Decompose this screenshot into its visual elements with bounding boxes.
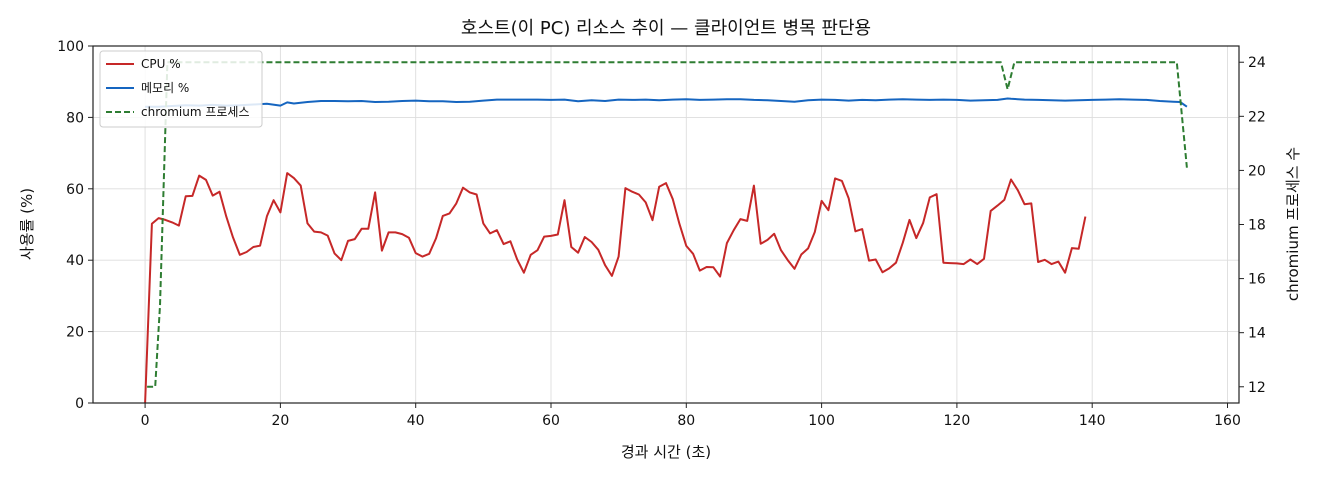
y-right-tick-label: 14 (1248, 326, 1266, 342)
chart-title: 호스트(이 PC) 리소스 추이 — 클라이언트 병목 판단용 (461, 18, 871, 39)
y-tick-label: 100 (57, 39, 84, 55)
x-tick-label: 40 (407, 413, 425, 429)
x-tick-label: 60 (542, 413, 560, 429)
series-line-memory (145, 97, 1188, 108)
y-tick-label: 80 (66, 110, 84, 126)
x-axis-ticks: 0 20 40 60 80 100 120 140 160 (141, 403, 1241, 429)
y-right-tick-label: 16 (1248, 272, 1266, 288)
legend-box (99, 50, 263, 128)
y-right-tick-label: 20 (1248, 163, 1266, 179)
legend-label-chromium: chromium 프로세스 (141, 105, 250, 119)
series-layer (144, 61, 1188, 404)
series-line-cpu (144, 172, 1087, 404)
y-tick-label: 20 (66, 325, 84, 341)
x-tick-label: 0 (141, 413, 150, 429)
x-tick-label: 140 (1079, 413, 1106, 429)
x-tick-label: 80 (677, 413, 695, 429)
y-axis-right-label: chromium 프로세스 수 (1284, 147, 1302, 301)
legend-label-cpu: CPU % (141, 57, 181, 71)
y-tick-label: 0 (75, 396, 84, 412)
x-tick-label: 20 (271, 413, 289, 429)
legend-label-memory: 메모리 % (141, 81, 189, 95)
y-tick-label: 60 (66, 182, 84, 198)
x-tick-label: 120 (944, 413, 971, 429)
y-right-tick-label: 12 (1248, 380, 1266, 396)
y-axis-label: 사용률 (%) (18, 188, 36, 260)
legend: CPU % 메모리 % chromium 프로세스 (99, 50, 263, 128)
x-tick-label: 160 (1214, 413, 1241, 429)
y-axis-left-ticks: 0 20 40 60 80 100 (57, 39, 93, 412)
series-line-chromium (147, 61, 1188, 388)
y-right-tick-label: 24 (1248, 55, 1266, 71)
y-right-tick-label: 22 (1248, 109, 1266, 125)
x-axis-label: 경과 시간 (초) (621, 443, 711, 461)
x-tick-label: 100 (808, 413, 835, 429)
y-axis-right-ticks: 12 14 16 18 20 22 24 (1239, 55, 1266, 396)
y-right-tick-label: 18 (1248, 218, 1266, 234)
y-tick-label: 40 (66, 253, 84, 269)
